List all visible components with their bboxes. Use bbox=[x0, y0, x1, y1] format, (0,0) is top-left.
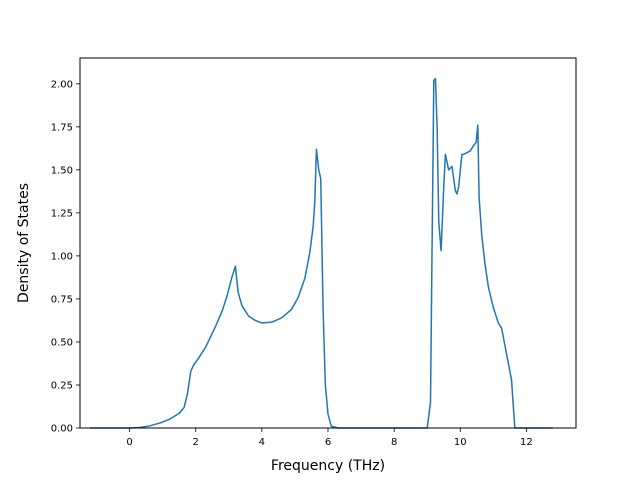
y-tick-label: 1.00 bbox=[51, 251, 73, 262]
x-tick-label: 0 bbox=[126, 437, 132, 448]
x-tick-label: 12 bbox=[520, 437, 533, 448]
y-tick-label: 1.25 bbox=[51, 208, 73, 219]
y-tick-label: 1.50 bbox=[51, 165, 73, 176]
y-tick-label: 0.25 bbox=[51, 380, 73, 391]
y-axis-title: Density of States bbox=[16, 183, 32, 303]
x-axis-title: Frequency (THz) bbox=[271, 458, 385, 474]
y-tick-label: 0.00 bbox=[51, 424, 73, 435]
plot-background bbox=[80, 58, 576, 428]
x-axis: 0 2 4 6 8 10 12 bbox=[126, 428, 533, 448]
x-tick-label: 2 bbox=[193, 437, 199, 448]
x-tick-label: 10 bbox=[454, 437, 467, 448]
y-tick-label: 1.75 bbox=[51, 122, 73, 133]
y-axis: 0.00 0.25 0.50 0.75 1.00 1.25 1.50 1.75 2.00 bbox=[51, 79, 80, 435]
y-tick-label: 2.00 bbox=[51, 79, 73, 90]
x-tick-label: 4 bbox=[259, 437, 265, 448]
y-tick-label: 0.50 bbox=[51, 337, 73, 348]
x-tick-label: 6 bbox=[325, 437, 331, 448]
y-tick-label: 0.75 bbox=[51, 294, 73, 305]
dos-series-line bbox=[89, 77, 553, 429]
x-tick-label: 8 bbox=[391, 437, 397, 448]
series-layer bbox=[89, 77, 553, 429]
